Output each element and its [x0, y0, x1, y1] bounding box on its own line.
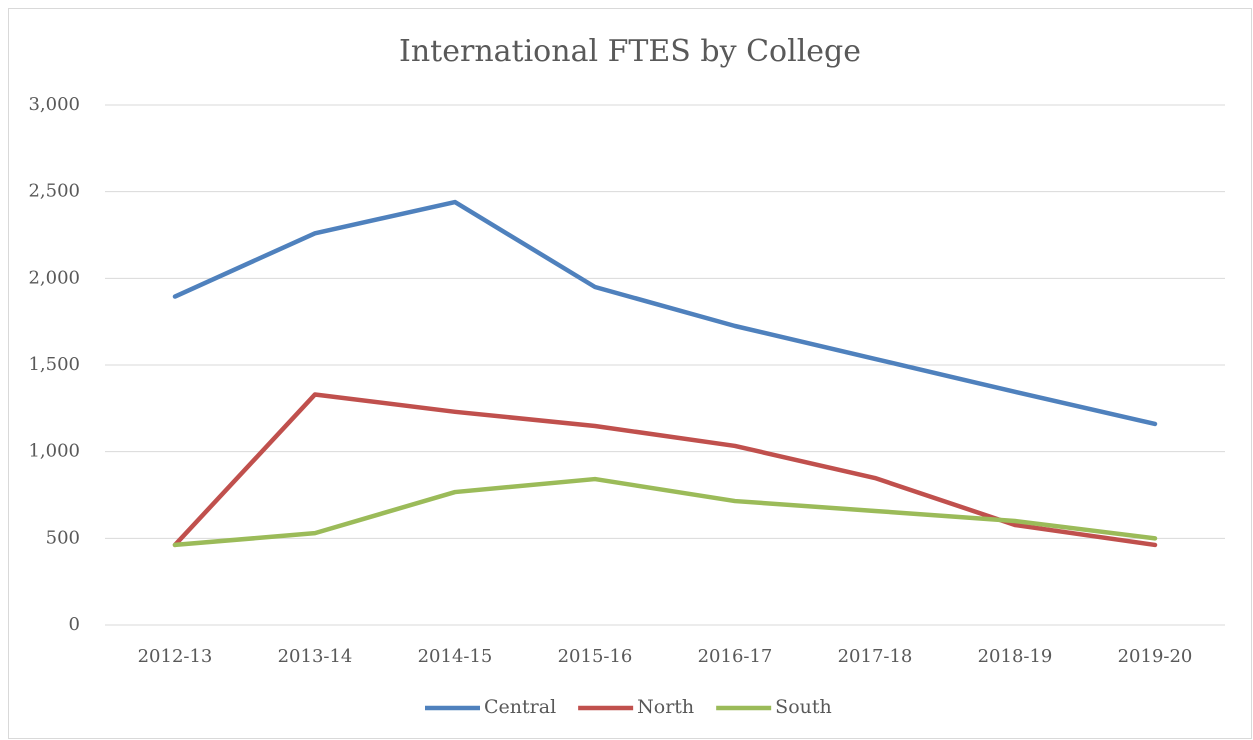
- legend-label: Central: [484, 696, 556, 718]
- y-tick-label: 2,000: [28, 267, 80, 288]
- y-tick-label: 1,500: [28, 354, 80, 375]
- x-tick-label: 2016-17: [698, 646, 773, 667]
- x-tick-label: 2012-13: [138, 646, 213, 667]
- x-tick-label: 2019-20: [1118, 646, 1193, 667]
- chart-border: [8, 8, 1252, 739]
- x-tick-label: 2018-19: [978, 646, 1053, 667]
- x-tick-label: 2014-15: [418, 646, 493, 667]
- x-tick-label: 2015-16: [558, 646, 633, 667]
- series-line: [172, 199, 1158, 427]
- series-line: [172, 476, 1158, 548]
- y-tick-label: 0: [69, 614, 80, 635]
- chart-title: International FTES by College: [399, 34, 861, 69]
- x-tick-label: 2013-14: [278, 646, 353, 667]
- y-tick-label: 1,000: [28, 441, 80, 462]
- legend-label: North: [637, 696, 694, 718]
- y-tick-label: 2,500: [28, 181, 80, 202]
- y-tick-label: 3,000: [28, 94, 80, 115]
- y-tick-label: 500: [46, 527, 80, 548]
- legend-label: South: [775, 696, 832, 718]
- x-tick-label: 2017-18: [838, 646, 913, 667]
